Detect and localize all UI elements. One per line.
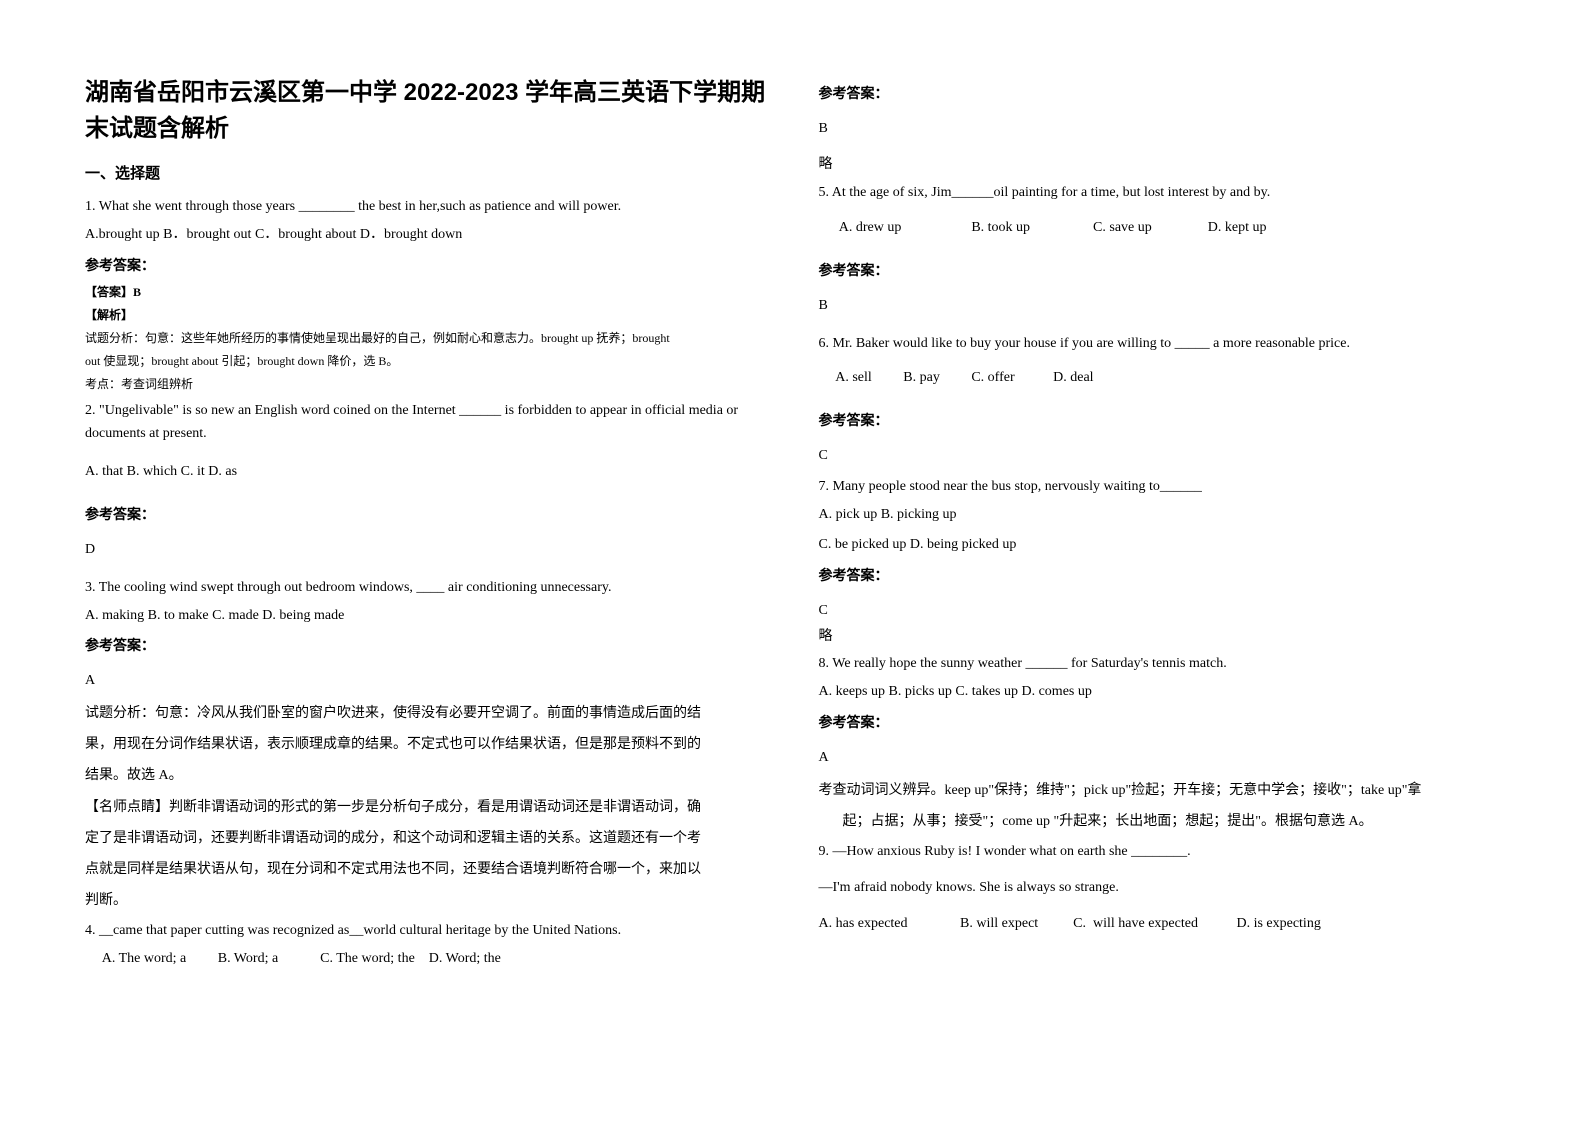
q5-text: 5. At the age of six, Jim______oil paint… [819, 181, 1503, 205]
q8-text: 8. We really hope the sunny weather ____… [819, 652, 1503, 676]
q3-explain-1: 试题分析：句意：冷风从我们卧室的窗户吹进来，使得没有必要开空调了。前面的事情造成… [85, 701, 769, 726]
q3-explain-3: 结果。故选 A。 [85, 763, 769, 788]
q7-lue: 略 [819, 625, 1503, 649]
q1-text: 1. What she went through those years ___… [85, 195, 769, 219]
q8-explain-1: 考查动词词义辨异。keep up"保持；维持"；pick up"捡起；开车接；无… [819, 778, 1503, 803]
q3-explain-2: 果，用现在分词作结果状语，表示顺理成章的结果。不定式也可以作结果状语，但是那是预… [85, 732, 769, 757]
col2-answer-b: B [819, 117, 1503, 141]
q8-options: A. keeps up B. picks up C. takes up D. c… [819, 680, 1503, 704]
q8-answer: A [819, 746, 1503, 770]
q2-answer: D [85, 538, 769, 562]
q3-text: 3. The cooling wind swept through out be… [85, 576, 769, 600]
document-title: 湖南省岳阳市云溪区第一中学 2022-2023 学年高三英语下学期期末试题含解析 [85, 75, 769, 147]
q9-text2: —I'm afraid nobody knows. She is always … [819, 876, 1503, 900]
q3-answer: A [85, 669, 769, 693]
q1-answer-label: 参考答案： [85, 255, 769, 275]
q6-text: 6. Mr. Baker would like to buy your hous… [819, 332, 1503, 356]
q5-options: A. drew up B. took up C. save up D. kept… [819, 216, 1503, 240]
q3-answer-label: 参考答案： [85, 635, 769, 655]
q6-answer-label: 参考答案： [819, 410, 1503, 430]
q1-explain-header: 【解析】 [85, 306, 769, 325]
q3-explain-7: 判断。 [85, 888, 769, 913]
q2-options: A. that B. which C. it D. as [85, 460, 769, 484]
q1-explain-2: out 使显现；brought about 引起；brought down 降价… [85, 352, 769, 371]
q1-explain-1: 试题分析：句意：这些年她所经历的事情使她呈现出最好的自己，例如耐心和意志力。br… [85, 329, 769, 348]
q6-options: A. sell B. pay C. offer D. deal [819, 366, 1503, 390]
q4-options: A. The word; a B. Word; a C. The word; t… [85, 947, 769, 971]
q1-answer-header: 【答案】B [85, 283, 769, 302]
q5-answer: B [819, 294, 1503, 318]
col2-answer-label: 参考答案： [819, 83, 1503, 103]
q1-explain-3: 考点：考查词组辨析 [85, 375, 769, 394]
q7-text: 7. Many people stood near the bus stop, … [819, 475, 1503, 499]
q8-explain-2: 起；占据；从事；接受"；come up "升起来；长出地面；想起；提出"。根据句… [819, 809, 1503, 834]
q9-options: A. has expected B. will expect C. will h… [819, 912, 1503, 936]
q4-text: 4. __came that paper cutting was recogni… [85, 919, 769, 943]
q1-options: A.brought up B．brought out C．brought abo… [85, 223, 769, 247]
q3-explain-4: 【名师点睛】判断非谓语动词的形式的第一步是分析句子成分，看是用谓语动词还是非谓语… [85, 795, 769, 820]
q7-answer: C [819, 599, 1503, 623]
q5-answer-label: 参考答案： [819, 260, 1503, 280]
q7-answer-label: 参考答案： [819, 565, 1503, 585]
q2-answer-label: 参考答案： [85, 504, 769, 524]
q7-options-2: C. be picked up D. being picked up [819, 533, 1503, 557]
q3-explain-6: 点就是同样是结果状语从句，现在分词和不定式用法也不同，还要结合语境判断符合哪一个… [85, 857, 769, 882]
q3-options: A. making B. to make C. made D. being ma… [85, 604, 769, 628]
section-header: 一、选择题 [85, 162, 769, 183]
q3-explain-5: 定了是非谓语动词，还要判断非谓语动词的成分，和这个动词和逻辑主语的关系。这道题还… [85, 826, 769, 851]
q8-answer-label: 参考答案： [819, 712, 1503, 732]
q9-text: 9. —How anxious Ruby is! I wonder what o… [819, 840, 1503, 864]
q7-options-1: A. pick up B. picking up [819, 503, 1503, 527]
q6-answer: C [819, 444, 1503, 468]
col2-lue: 略 [819, 153, 1503, 177]
q2-text: 2. "Ungelivable" is so new an English wo… [85, 399, 769, 447]
